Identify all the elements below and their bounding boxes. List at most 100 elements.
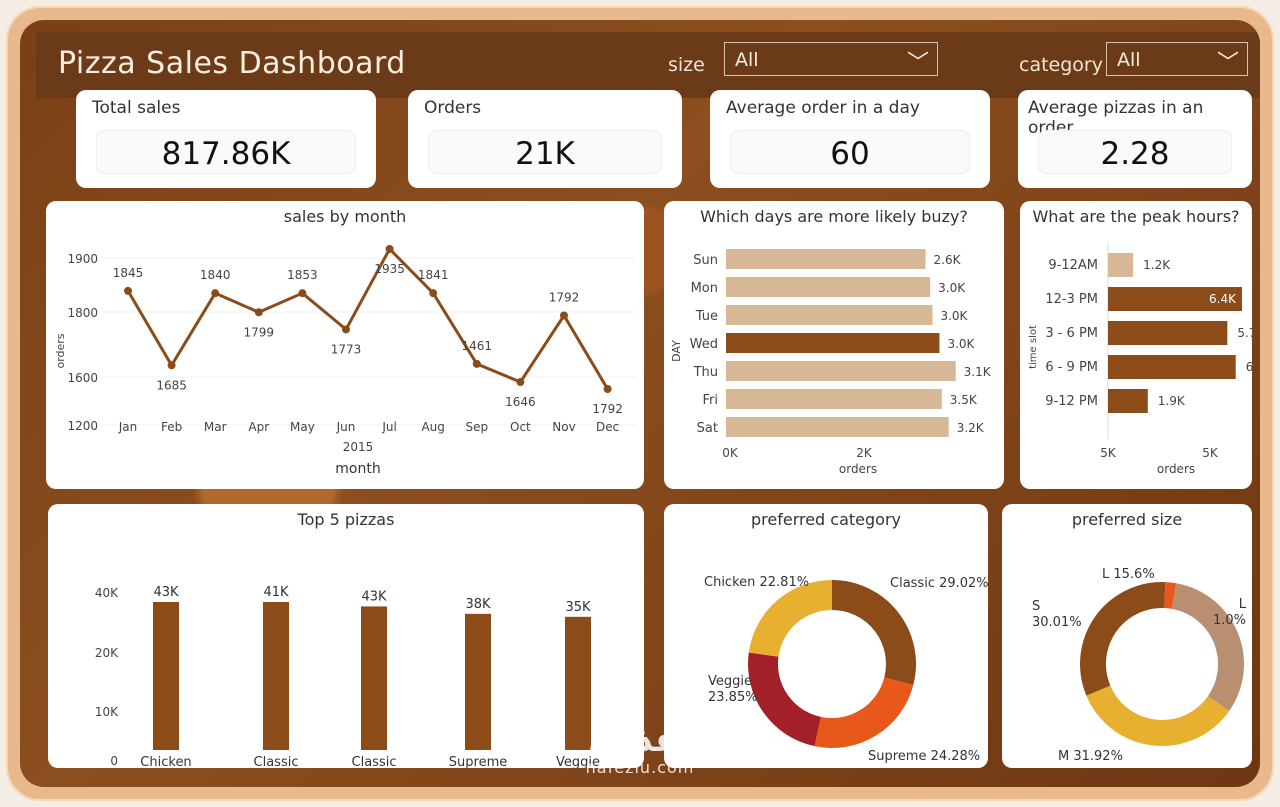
x-tick-label: Jan bbox=[118, 420, 138, 434]
kpi-value: 60 bbox=[830, 136, 870, 172]
slice-label: Supreme 24.28% bbox=[868, 749, 980, 764]
donut-slice bbox=[1086, 685, 1230, 746]
donut-slice bbox=[814, 677, 914, 748]
data-label: 3.0K bbox=[938, 281, 966, 295]
x-tick-label: Classic bbox=[352, 755, 397, 768]
preferred-size-panel: preferred size L 1.0% M 31.92% S 30.01% L 15.… bbox=[1002, 504, 1252, 768]
top-pizzas-chart: 40K 20K 10K 0 43K Chicken 41K Classic 43K Classic… bbox=[95, 585, 600, 768]
busy-days-panel: Which days are more likely buzy? Sun 2.6K… bbox=[664, 201, 1004, 489]
y-axis-label: time slot bbox=[1028, 325, 1039, 369]
data-label: 3.0K bbox=[940, 309, 968, 323]
y-tick-label: 3 - 6 PM bbox=[1045, 326, 1098, 341]
data-point bbox=[167, 361, 176, 370]
kpi-value: 817.86K bbox=[161, 136, 291, 172]
slice-label: Chicken 22.81% bbox=[704, 575, 809, 590]
bar bbox=[1108, 287, 1242, 311]
donut-slice bbox=[832, 580, 916, 686]
x-group-label: 2015 bbox=[343, 440, 374, 454]
y-tick-label: 6 - 9 PM bbox=[1045, 360, 1098, 375]
size-filter-value: All bbox=[735, 49, 759, 71]
x-tick-label: Sep bbox=[465, 420, 488, 434]
preferred-category-chart: Classic 29.02% Supreme 24.28% Veggie 23.85%… bbox=[704, 575, 988, 764]
bar bbox=[565, 616, 591, 750]
data-point bbox=[429, 289, 438, 298]
data-label: 3.1K bbox=[964, 365, 992, 379]
data-label: 1841 bbox=[418, 268, 449, 282]
x-tick-label: May bbox=[290, 420, 315, 434]
preferred-category-panel: preferred category Classic 29.02% Supreme… bbox=[664, 504, 988, 768]
x-tick-label: 5K bbox=[1202, 446, 1219, 460]
slice-label: Veggie 23.85% bbox=[708, 674, 758, 705]
data-label: 1685 bbox=[156, 378, 187, 392]
slice-label: S 30.01% bbox=[1032, 599, 1082, 630]
y-tick-label: 1600 bbox=[67, 371, 98, 385]
data-label: 1799 bbox=[244, 325, 275, 339]
y-tick-label: Wed bbox=[690, 337, 718, 352]
data-label: 1792 bbox=[592, 402, 623, 416]
dashboard-background: Pizza Sales Dashboard size All ﹀ categor… bbox=[20, 20, 1260, 787]
preferred-size-chart: L 1.0% M 31.92% S 30.01% L 15.6% bbox=[1032, 567, 1247, 764]
x-tick-label: Chicken bbox=[140, 755, 191, 768]
x-tick-label: Veggie bbox=[556, 755, 600, 768]
size-filter-dropdown[interactable]: All ﹀ bbox=[724, 42, 938, 76]
data-label: 1792 bbox=[549, 291, 580, 305]
x-tick-label: Classic bbox=[254, 755, 299, 768]
x-axis-label: month bbox=[335, 461, 380, 477]
y-tick-label: Mon bbox=[691, 281, 718, 296]
slice-label: L 15.6% bbox=[1102, 567, 1155, 582]
dashboard-frame: Pizza Sales Dashboard size All ﹀ categor… bbox=[6, 6, 1274, 801]
data-point bbox=[472, 359, 481, 368]
y-tick-label: 1800 bbox=[67, 306, 98, 320]
kpi-value-box bbox=[428, 130, 662, 174]
data-label: 1845 bbox=[113, 266, 144, 280]
data-label: 3.5K bbox=[950, 393, 978, 407]
kpi-label: Orders bbox=[424, 98, 482, 118]
x-tick-label: Oct bbox=[510, 420, 531, 434]
y-tick-label: 9-12AM bbox=[1048, 258, 1098, 273]
kpi-avg-pizzas-card: Average pizzas in an order 2.28 bbox=[1018, 90, 1252, 188]
data-point bbox=[560, 311, 568, 320]
y-tick-label: 1900 bbox=[67, 252, 98, 266]
chart-title: sales by month bbox=[283, 207, 407, 226]
x-tick-label: 2K bbox=[856, 446, 873, 460]
data-label: 38K bbox=[465, 597, 491, 612]
peak-hours-chart: 9-12AM 1.2K 12-3 PM 6.4K 3 - 6 PM 5.7K 6 - 9 P… bbox=[1028, 243, 1252, 476]
data-label: 1461 bbox=[462, 339, 493, 353]
bar bbox=[726, 361, 956, 381]
page-title: Pizza Sales Dashboard bbox=[58, 46, 406, 81]
bar bbox=[726, 277, 931, 297]
bar bbox=[263, 602, 289, 750]
y-tick-label: Fri bbox=[703, 393, 719, 408]
size-filter-label: size bbox=[668, 54, 705, 76]
data-point bbox=[211, 289, 220, 298]
kpi-value-box bbox=[96, 130, 356, 174]
data-label: 1.2K bbox=[1143, 258, 1171, 272]
data-point bbox=[342, 325, 350, 334]
category-filter-label: category bbox=[1019, 54, 1103, 76]
donut-slice bbox=[748, 652, 821, 747]
y-axis-label: orders bbox=[54, 333, 67, 368]
y-tick-label: Tue bbox=[695, 309, 718, 324]
data-point bbox=[516, 378, 525, 387]
kpi-label: Average order in a day bbox=[726, 98, 920, 118]
y-tick-label: 9-12 PM bbox=[1045, 394, 1098, 409]
data-label: 3.2K bbox=[957, 421, 985, 435]
header-bar: Pizza Sales Dashboard size All ﹀ categor… bbox=[36, 32, 1260, 98]
slice-label: L 1.0% bbox=[1213, 597, 1247, 628]
data-label: 1.9K bbox=[1158, 394, 1186, 408]
bar bbox=[465, 613, 491, 750]
y-tick-label: 40K bbox=[95, 586, 119, 600]
category-filter-dropdown[interactable]: All ﹀ bbox=[1106, 42, 1248, 76]
chart-title: preferred category bbox=[750, 510, 902, 529]
y-tick-label: 0 bbox=[110, 754, 118, 768]
data-label: 43K bbox=[361, 589, 387, 604]
y-tick-label: Sat bbox=[697, 421, 718, 436]
kpi-total-sales-card: Total sales 817.86K bbox=[76, 90, 376, 188]
y-tick-label: Sun bbox=[693, 253, 718, 268]
data-point bbox=[603, 385, 612, 393]
donut-slice bbox=[1171, 583, 1244, 712]
x-tick-label: Mar bbox=[204, 420, 227, 434]
chart-title: Which days are more likely buzy? bbox=[700, 207, 968, 226]
chart-title: preferred size bbox=[1071, 510, 1183, 529]
data-label: 1646 bbox=[505, 395, 536, 409]
